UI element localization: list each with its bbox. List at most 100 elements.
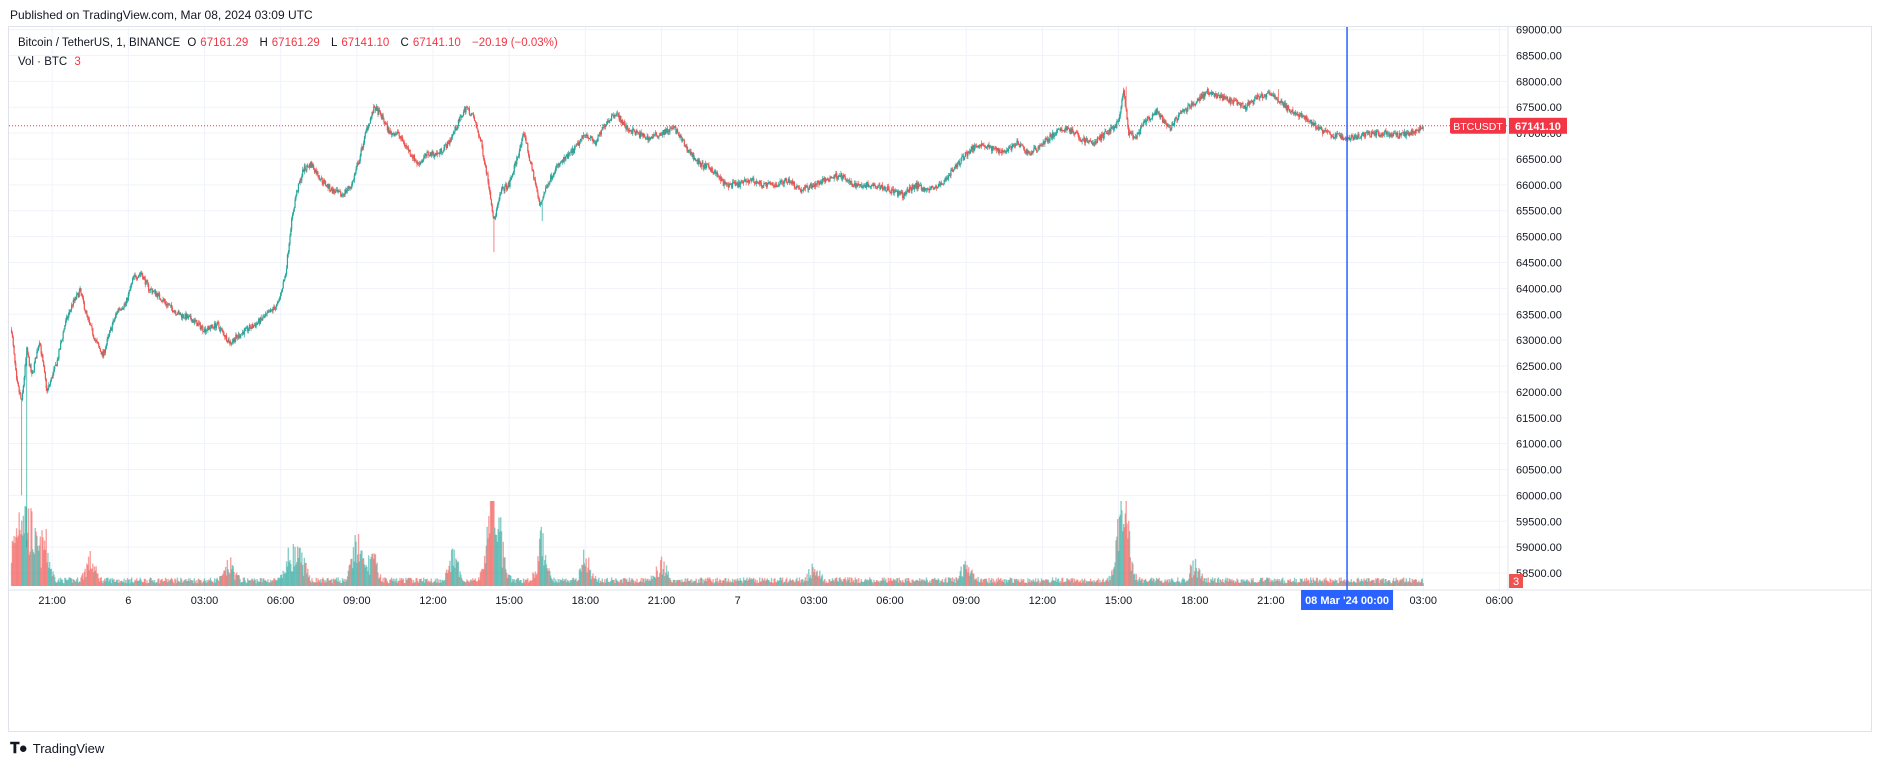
candle-body xyxy=(1094,141,1096,145)
volume-bar xyxy=(1161,582,1164,586)
candle-body xyxy=(1088,141,1090,143)
volume-bar xyxy=(965,569,967,586)
candle-body xyxy=(1089,140,1091,142)
candle-body xyxy=(652,136,654,139)
candle-body xyxy=(938,183,940,187)
candle-body xyxy=(90,324,92,326)
volume-bar xyxy=(373,558,375,586)
candle-body xyxy=(1386,132,1388,135)
volume-bar xyxy=(415,578,417,586)
candle-body xyxy=(902,196,905,199)
volume-bar xyxy=(1157,579,1160,586)
volume-bar xyxy=(876,580,879,586)
volume-bar xyxy=(903,583,906,586)
volume-bar xyxy=(219,576,222,586)
volume-bar xyxy=(877,581,879,586)
candle-body xyxy=(908,186,911,193)
volume-bar xyxy=(352,547,355,586)
volume-bar xyxy=(1188,578,1190,586)
volume-bar xyxy=(955,577,957,586)
volume-bar xyxy=(840,579,842,586)
volume-bar xyxy=(363,564,366,586)
volume-bar xyxy=(64,577,66,586)
candle-body xyxy=(88,319,91,323)
volume-bar xyxy=(110,583,113,586)
candle-body xyxy=(1064,127,1066,133)
volume-bar xyxy=(92,572,95,586)
volume-bar xyxy=(487,538,489,586)
candle-body xyxy=(1233,100,1235,104)
candle-body xyxy=(45,378,47,389)
volume-bar xyxy=(578,569,581,586)
volume-bar xyxy=(898,577,901,586)
candle-body xyxy=(115,314,117,319)
candle-body xyxy=(844,176,846,180)
candle-body xyxy=(790,182,792,184)
volume-bar xyxy=(219,576,221,586)
candle-body xyxy=(910,189,912,191)
candle-body xyxy=(831,177,834,179)
volume-bar xyxy=(638,582,641,586)
volume-bar xyxy=(1065,581,1067,586)
candle-body xyxy=(1156,109,1158,116)
candle-body xyxy=(623,122,625,124)
volume-bar xyxy=(626,581,629,586)
candle-body xyxy=(1251,100,1253,102)
volume-bar xyxy=(380,580,383,586)
candle-body xyxy=(389,131,391,134)
volume-bar xyxy=(1091,580,1093,586)
candle-body xyxy=(867,182,869,187)
volume-bar xyxy=(918,581,920,586)
candle-body xyxy=(326,184,328,187)
volume-bar xyxy=(657,576,659,586)
volume-bar xyxy=(1193,575,1195,586)
candle-body xyxy=(527,143,529,152)
candle-body xyxy=(482,147,484,156)
volume-bar xyxy=(233,572,235,586)
volume-bar xyxy=(437,582,439,586)
candle-body xyxy=(525,138,527,144)
candle-body xyxy=(1051,136,1053,139)
volume-bar xyxy=(1329,578,1331,586)
volume-bar xyxy=(1107,581,1110,586)
volume-bar xyxy=(1008,579,1011,586)
volume-bar xyxy=(880,580,882,586)
candle-body xyxy=(322,182,324,184)
volume-bar xyxy=(1163,581,1165,586)
volume-bar xyxy=(169,579,172,586)
candle-body xyxy=(1164,120,1166,124)
candle-body xyxy=(1218,94,1220,97)
candle-body xyxy=(370,116,372,119)
candle-body xyxy=(541,199,543,202)
candle-body xyxy=(24,365,26,378)
volume-bar xyxy=(193,578,196,586)
volume-bar xyxy=(783,581,785,586)
candle-body xyxy=(1012,144,1015,146)
candle-body xyxy=(185,313,187,320)
candle-body xyxy=(1284,102,1286,108)
volume-bar xyxy=(860,579,862,586)
volume-bar xyxy=(1062,582,1065,586)
candle-body xyxy=(350,187,352,189)
volume-bar xyxy=(771,582,774,586)
volume-bar xyxy=(874,581,877,586)
candle-body xyxy=(1207,89,1209,94)
candle-body xyxy=(763,183,765,186)
candle-body xyxy=(268,311,270,313)
volume-bar xyxy=(1158,577,1160,586)
volume-bar xyxy=(1331,582,1333,586)
volume-bar xyxy=(862,582,864,586)
candle-body xyxy=(941,182,943,184)
volume-bar xyxy=(809,575,812,586)
volume-bar xyxy=(399,577,401,586)
candle-body xyxy=(399,136,401,137)
volume-bar xyxy=(1090,581,1093,586)
volume-bar xyxy=(129,583,131,586)
candle-body xyxy=(429,155,431,157)
volume-bar xyxy=(1293,577,1296,586)
volume-bar xyxy=(980,578,983,586)
volume-bar xyxy=(1255,582,1258,586)
candle-body xyxy=(98,346,101,349)
candle-body xyxy=(650,136,652,138)
